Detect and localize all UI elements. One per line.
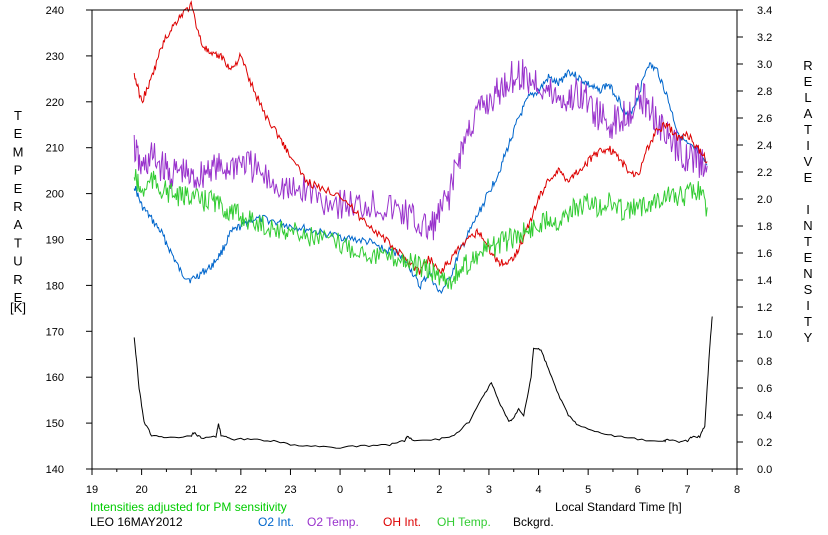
- left-tick-label: 150: [46, 418, 64, 430]
- right-axis-letter: E: [804, 250, 813, 265]
- right-tick-label: 2.2: [757, 167, 772, 179]
- right-axis-letter: R: [803, 58, 812, 73]
- series-line-o2-int: [133, 62, 708, 295]
- right-tick-label: 1.6: [757, 248, 772, 260]
- right-axis-letter: T: [804, 234, 812, 249]
- right-tick-label: 1.4: [757, 275, 772, 287]
- left-axis-letter: P: [14, 163, 23, 178]
- left-tick-label: 140: [46, 464, 64, 476]
- x-tick-label: 21: [185, 484, 197, 496]
- left-axis-letter: R: [13, 272, 22, 287]
- left-axis-letter: T: [14, 108, 22, 123]
- left-axis-unit: [K]: [10, 300, 26, 315]
- right-axis-letter: Y: [804, 330, 813, 345]
- x-axis-label: Local Standard Time [h]: [555, 500, 682, 514]
- x-tick-label: 3: [486, 484, 492, 496]
- left-axis-letter: R: [13, 199, 22, 214]
- right-axis-letter: V: [804, 154, 813, 169]
- right-axis-letter: E: [804, 170, 813, 185]
- station-date-label: LEO 16MAY2012: [90, 515, 183, 529]
- right-axis-ticks: 0.0 0.2 0.4 0.6 0.8 1.0 1.2 1.4 1.6 1.8 2.0 2.2 2.4 2…: [737, 5, 772, 476]
- right-axis-letter: T: [804, 122, 812, 137]
- left-tick-label: 200: [46, 189, 64, 201]
- right-axis-letter: I: [806, 298, 810, 313]
- right-tick-label: 2.4: [757, 140, 772, 152]
- plot-series: [133, 0, 713, 449]
- x-tick-label: 1: [387, 484, 393, 496]
- left-axis-letter: A: [14, 217, 23, 232]
- series-line-oh-int: [133, 0, 708, 275]
- x-tick-label: 0: [337, 484, 343, 496]
- left-axis-letter: E: [14, 290, 23, 305]
- legend-entry: Bckgrd.: [513, 515, 554, 529]
- right-axis-letter: N: [803, 266, 812, 281]
- right-axis-letter: A: [804, 106, 813, 121]
- right-tick-label: 1.8: [757, 221, 772, 233]
- right-axis-letter: I: [806, 202, 810, 217]
- right-axis-letter: S: [804, 282, 813, 297]
- right-tick-label: 2.6: [757, 113, 772, 125]
- x-tick-label: 22: [235, 484, 247, 496]
- left-axis-letter: T: [14, 235, 22, 250]
- right-tick-label: 0.2: [757, 437, 772, 449]
- right-axis-letter: T: [804, 314, 812, 329]
- x-tick-label: 6: [635, 484, 641, 496]
- x-tick-label: 23: [284, 484, 296, 496]
- series-line-oh-temp: [133, 169, 708, 290]
- left-tick-label: 210: [46, 143, 64, 155]
- sensitivity-note: Intensities adjusted for PM sensitivity: [90, 500, 287, 514]
- x-tick-label: 8: [734, 484, 740, 496]
- right-axis-letter: L: [804, 90, 811, 105]
- right-tick-label: 3.0: [757, 59, 772, 71]
- left-tick-label: 180: [46, 280, 64, 292]
- right-tick-label: 2.0: [757, 194, 772, 206]
- left-axis-letter: E: [14, 126, 23, 141]
- legend-entry: O2 Temp.: [307, 515, 359, 529]
- legend-entry: OH Temp.: [437, 515, 491, 529]
- right-axis-letter: E: [804, 74, 813, 89]
- right-tick-label: 0.4: [757, 410, 772, 422]
- right-tick-label: 3.2: [757, 32, 772, 44]
- x-tick-label: 20: [135, 484, 147, 496]
- left-tick-label: 230: [46, 51, 64, 63]
- left-tick-label: 220: [46, 97, 64, 109]
- x-tick-label: 7: [684, 484, 690, 496]
- right-tick-label: 3.4: [757, 5, 772, 17]
- right-tick-label: 0.8: [757, 356, 772, 368]
- right-axis-letter: N: [803, 218, 812, 233]
- plot-frame: [91, 9, 738, 470]
- right-tick-label: 2.8: [757, 86, 772, 98]
- left-tick-label: 190: [46, 235, 64, 247]
- x-tick-label: 19: [86, 484, 98, 496]
- left-axis-letter: M: [13, 144, 24, 159]
- series-line-bckgrd: [133, 316, 713, 449]
- legend: O2 Int. O2 Temp. OH Int. OH Temp. Bckgrd.: [0, 515, 828, 531]
- x-tick-label: 4: [535, 484, 541, 496]
- right-tick-label: 1.2: [757, 302, 772, 314]
- right-tick-label: 0.6: [757, 383, 772, 395]
- x-tick-label: 2: [436, 484, 442, 496]
- left-tick-label: 160: [46, 372, 64, 384]
- right-axis-letter: I: [806, 138, 810, 153]
- left-axis-letter: E: [14, 181, 23, 196]
- x-tick-label: 5: [585, 484, 591, 496]
- right-tick-label: 1.0: [757, 329, 772, 341]
- left-tick-label: 240: [46, 5, 64, 17]
- left-axis-letter: U: [13, 254, 22, 269]
- x-axis-ticks: 19 20 21 22 23 0 1 2 3 4 5 6 7 8: [86, 469, 740, 496]
- legend-entry: OH Int.: [383, 515, 422, 529]
- right-tick-label: 0.0: [757, 464, 772, 476]
- legend-entry: O2 Int.: [258, 515, 295, 529]
- series-line-o2-temp: [133, 59, 708, 241]
- left-axis-ticks: 140 150 160 170 180 190 200 210 220 230 240: [46, 5, 92, 476]
- left-tick-label: 170: [46, 326, 64, 338]
